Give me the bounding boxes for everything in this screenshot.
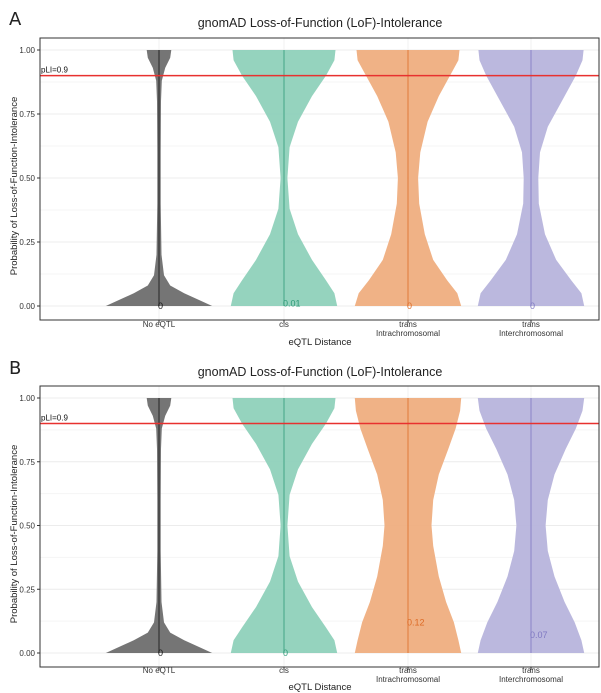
x-axis: No eQTL cis transIntrachromosomaltransInte…: [143, 666, 563, 684]
x-tick-label: trans: [522, 666, 540, 675]
median-label: 0.01: [283, 298, 301, 308]
x-tick-label: cis: [279, 666, 289, 675]
y-tick-label: 0.75: [19, 110, 35, 119]
panel-b: B gnomAD Loss-of-Function (LoF)-Intolera…: [9, 358, 600, 693]
y-tick-label: 0.50: [19, 174, 35, 183]
y-tick-label: 0.75: [19, 458, 35, 467]
violins: 0 0.01 0 0: [105, 50, 585, 311]
y-axis: 0.00 0.25 0.50 0.75 1.00: [19, 394, 40, 658]
x-axis: No eQTL cis transIntrachromosomaltransInte…: [143, 320, 563, 338]
y-axis-title: Probability of Loss-of-Function-Intolera…: [9, 445, 20, 623]
panel-letter: A: [9, 9, 22, 30]
x-tick-label: No eQTL: [143, 320, 176, 329]
chart-title: gnomAD Loss-of-Function (LoF)-Intoleranc…: [198, 365, 443, 379]
plot-frame: [39, 385, 600, 668]
x-axis-title: eQTL Distance: [288, 337, 351, 348]
y-tick-label: 0.00: [19, 302, 35, 311]
y-tick-label: 0.25: [19, 238, 35, 247]
median-label: 0: [158, 648, 163, 658]
panel-letter: B: [9, 358, 21, 379]
pli-threshold-label: pLI=0.9: [41, 66, 68, 75]
chart-title: gnomAD Loss-of-Function (LoF)-Intoleranc…: [198, 16, 443, 30]
pli-threshold-label: pLI=0.9: [41, 414, 68, 423]
x-tick-label: cis: [279, 320, 289, 329]
x-tick-label-line2: Interchromosomal: [499, 675, 563, 684]
reference-line: pLI=0.9: [40, 414, 599, 425]
x-axis-title: eQTL Distance: [288, 682, 351, 693]
y-tick-label: 0.50: [19, 522, 35, 531]
median-label: 0: [283, 648, 288, 658]
y-tick-label: 0.25: [19, 585, 35, 594]
y-tick-label: 1.00: [19, 394, 35, 403]
median-label: 0.07: [530, 630, 548, 640]
y-tick-label: 0.00: [19, 649, 35, 658]
x-tick-label-line2: Interchromosomal: [499, 329, 563, 338]
x-tick-label: trans: [522, 320, 540, 329]
y-axis: 0.00 0.25 0.50 0.75 1.00: [19, 46, 40, 311]
plot-frame: [39, 37, 600, 321]
y-axis-title: Probability of Loss-of-Function-Intolera…: [9, 97, 20, 275]
x-tick-label: trans: [399, 320, 417, 329]
x-tick-label-line2: Intrachromosomal: [376, 675, 440, 684]
median-label: 0.12: [407, 617, 425, 627]
reference-line: pLI=0.9: [40, 66, 599, 77]
violins: 0 0 0.12 0.07: [105, 398, 585, 658]
x-tick-label: No eQTL: [143, 666, 176, 675]
x-tick-label: trans: [399, 666, 417, 675]
median-label: 0: [407, 301, 412, 311]
median-label: 0: [158, 301, 163, 311]
y-tick-label: 1.00: [19, 46, 35, 55]
panel-a: A gnomAD Loss-of-Function (LoF)-Intolera…: [9, 9, 600, 348]
x-tick-label-line2: Intrachromosomal: [376, 329, 440, 338]
median-label: 0: [530, 301, 535, 311]
